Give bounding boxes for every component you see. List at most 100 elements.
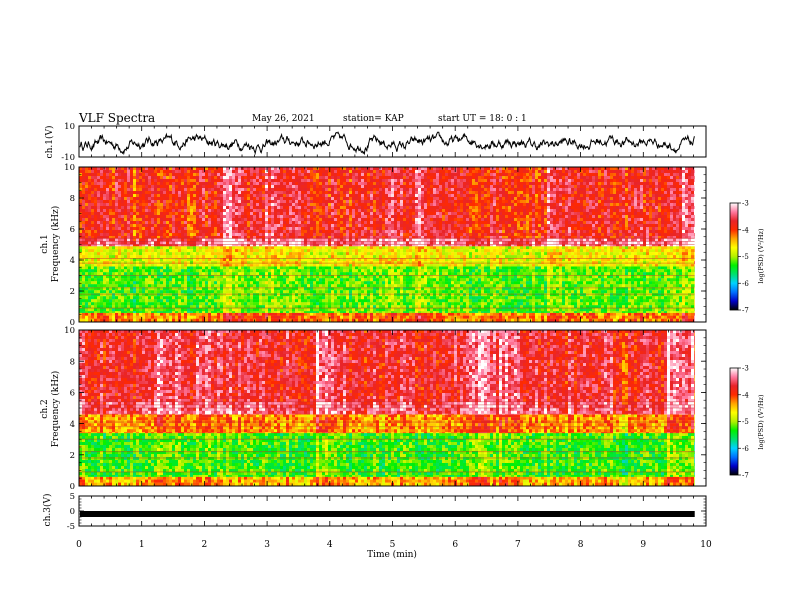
- spectrogram-cell: [535, 266, 539, 270]
- spectrogram-cell: [385, 275, 389, 279]
- spectrogram-cell: [484, 296, 488, 300]
- spectrogram-cell: [457, 246, 461, 250]
- spectrogram-cell: [364, 284, 368, 288]
- spectrogram-cell: [175, 305, 179, 309]
- spectrogram-cell: [370, 252, 374, 256]
- spectrogram-cell: [502, 312, 506, 316]
- spectrogram-cell: [157, 266, 161, 270]
- spectrogram-cell: [577, 281, 581, 285]
- spectrogram-cell: [427, 302, 431, 306]
- spectrogram-cell: [550, 305, 554, 309]
- spectrogram-cell: [547, 312, 551, 316]
- spectrogram-cell: [553, 299, 557, 303]
- spectrogram-cell: [163, 312, 167, 316]
- spectrogram-cell: [172, 269, 176, 273]
- spectrogram-cell: [520, 305, 524, 309]
- spectrogram-cell: [397, 269, 401, 273]
- spectrogram-cell: [361, 275, 365, 279]
- spectrogram-cell: [661, 287, 665, 291]
- spectrogram-cell: [682, 299, 686, 303]
- spectrogram-cell: [232, 299, 236, 303]
- spectrogram-cell: [304, 278, 308, 282]
- spectrogram-cell: [109, 311, 113, 313]
- spectrogram-cell: [184, 315, 188, 319]
- spectrogram-cell: [211, 249, 215, 253]
- spectrogram-cell: [343, 315, 347, 319]
- spectrogram-cell: [217, 284, 221, 288]
- spectrogram-cell: [289, 281, 293, 285]
- spectrogram-cell: [190, 275, 194, 279]
- spectrogram-cell: [118, 284, 122, 288]
- spectrogram-cell: [220, 290, 224, 294]
- spectrogram-cell: [118, 287, 122, 291]
- spectrogram-cell: [640, 312, 644, 316]
- spectrogram-cell: [361, 312, 365, 316]
- spectrogram-cell: [145, 290, 149, 294]
- spectrogram-cell: [253, 287, 257, 291]
- spectrogram-cell: [637, 296, 641, 300]
- spectrogram-cell: [229, 308, 233, 312]
- spectrogram-cell: [382, 266, 386, 270]
- spectrogram-cell: [349, 293, 353, 297]
- spectrogram-cell: [349, 275, 353, 279]
- spectrogram-cell: [256, 305, 260, 309]
- spectrogram-cell: [490, 312, 494, 316]
- spectrogram-cell: [577, 315, 581, 319]
- spectrogram-cell: [514, 318, 518, 322]
- spectrogram-cell: [667, 302, 671, 306]
- spectrogram-cell: [379, 296, 383, 300]
- spectrogram-cell: [412, 312, 416, 316]
- spectrogram-cell: [544, 275, 548, 279]
- spectrogram-cell: [463, 293, 467, 297]
- spectrogram-cell: [199, 249, 203, 253]
- spectrogram-cell: [196, 296, 200, 300]
- spectrogram-cell: [406, 318, 410, 322]
- spectrogram-cell: [343, 255, 347, 259]
- spectrogram-cell: [97, 302, 101, 306]
- spectrogram-cell: [313, 293, 317, 297]
- spectrogram-cell: [400, 308, 404, 312]
- spectrogram-cell: [241, 281, 245, 285]
- spectrogram-cell: [265, 293, 269, 297]
- spectrogram-cell: [586, 284, 590, 288]
- spectrogram-cell: [109, 305, 113, 309]
- spectrogram-cell: [274, 246, 278, 250]
- spectrogram-cell: [382, 315, 386, 319]
- spectrogram-cell: [118, 299, 122, 303]
- spectrogram-cell: [637, 269, 641, 273]
- spectrogram-cell: [445, 311, 449, 313]
- spectrogram-cell: [523, 266, 527, 270]
- spectrogram-cell: [97, 318, 101, 322]
- spectrogram-cell: [151, 311, 155, 313]
- spectrogram-cell: [265, 312, 269, 316]
- spectrogram-cell: [592, 266, 596, 270]
- spectrogram-cell: [364, 266, 368, 270]
- spectrogram-cell: [691, 299, 695, 303]
- spectrogram-cell: [610, 318, 614, 322]
- spectrogram-cell: [439, 275, 443, 279]
- spectrogram-cell: [556, 269, 560, 273]
- spectrogram-cell: [334, 281, 338, 285]
- spectrogram-cell: [100, 312, 104, 316]
- spectrogram-cell: [613, 318, 617, 322]
- spectrogram-cell: [565, 296, 569, 300]
- spectrogram-cell: [127, 311, 131, 313]
- spectrogram-cell: [349, 312, 353, 316]
- spectrogram-cell: [616, 305, 620, 309]
- spectrogram-cell: [127, 302, 131, 306]
- spectrogram-cell: [508, 312, 512, 316]
- spectrogram-cell: [301, 252, 305, 256]
- spectrogram-cell: [643, 315, 647, 319]
- spectrogram-cell: [508, 252, 512, 256]
- spectrogram-cell: [328, 305, 332, 309]
- spectrogram-cell: [613, 246, 617, 250]
- spectrogram-cell: [490, 311, 494, 313]
- spectrogram-cell: [286, 281, 290, 285]
- spectrogram-cell: [421, 272, 425, 276]
- spectrogram-cell: [172, 318, 176, 322]
- spectrogram-cell: [484, 318, 488, 322]
- spectrogram-cell: [616, 290, 620, 294]
- spectrogram-cell: [190, 293, 194, 297]
- spectrogram-cell: [610, 293, 614, 297]
